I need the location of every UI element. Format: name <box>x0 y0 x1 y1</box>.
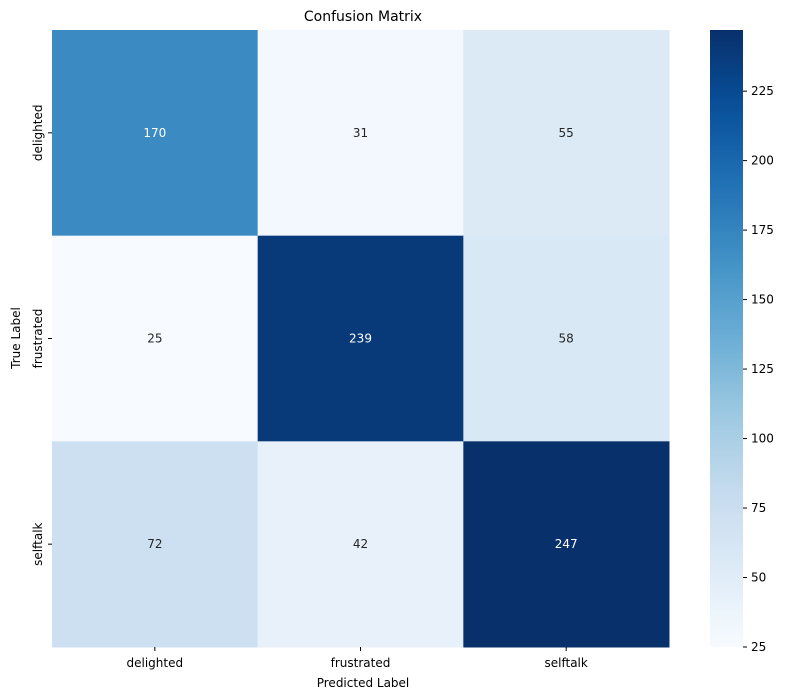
colorbar-tick-label: 150 <box>751 293 774 307</box>
heatmap-cell <box>52 441 259 648</box>
cell-value-label: 239 <box>349 332 372 346</box>
colorbar-tick-label: 100 <box>751 432 774 446</box>
colorbar-tick-label: 125 <box>751 362 774 376</box>
x-axis-ticks: delighted frustrated selftalk <box>127 647 588 670</box>
heatmap-cell <box>52 235 259 442</box>
cell-value-label: 42 <box>353 537 368 551</box>
chart-title: Confusion Matrix <box>304 9 422 25</box>
y-tick-label: frustrated <box>31 309 45 369</box>
colorbar-tick-label: 25 <box>751 640 766 654</box>
heatmap-cell-labels: 170 31 55 25 239 58 72 42 247 <box>143 126 577 551</box>
y-tick-label: selftalk <box>31 522 45 565</box>
y-tick-label: delighted <box>31 105 45 162</box>
heatmap-cell <box>463 30 670 237</box>
x-axis-label: Predicted Label <box>317 676 410 690</box>
cell-value-label: 72 <box>147 537 162 551</box>
colorbar-tick-label: 175 <box>751 223 774 237</box>
colorbar <box>710 30 743 647</box>
colorbar-ticks: 25 50 75 100 125 150 175 200 225 <box>743 84 774 654</box>
cell-value-label: 58 <box>559 332 574 346</box>
heatmap-cell <box>257 235 464 442</box>
colorbar-tick-label: 75 <box>751 501 766 515</box>
heatmap-cell <box>257 30 464 237</box>
cell-value-label: 25 <box>147 332 162 346</box>
heatmap-cell <box>257 441 464 648</box>
colorbar-tick-label: 225 <box>751 84 774 98</box>
y-axis-label: True Label <box>9 307 23 370</box>
heatmap-cell <box>52 30 259 237</box>
heatmap-cell <box>463 235 670 442</box>
cell-value-label: 55 <box>559 126 574 140</box>
heatmap-cell <box>463 441 670 648</box>
x-tick-label: frustrated <box>331 656 391 670</box>
x-tick-label: selftalk <box>545 656 588 670</box>
y-axis-ticks: delighted frustrated selftalk <box>31 105 52 566</box>
cell-value-label: 170 <box>143 126 166 140</box>
colorbar-tick-label: 200 <box>751 154 774 168</box>
heatmap-cells <box>52 30 670 648</box>
x-tick-label: delighted <box>127 656 184 670</box>
cell-value-label: 247 <box>555 537 578 551</box>
colorbar-tick-label: 50 <box>751 571 766 585</box>
cell-value-label: 31 <box>353 126 368 140</box>
